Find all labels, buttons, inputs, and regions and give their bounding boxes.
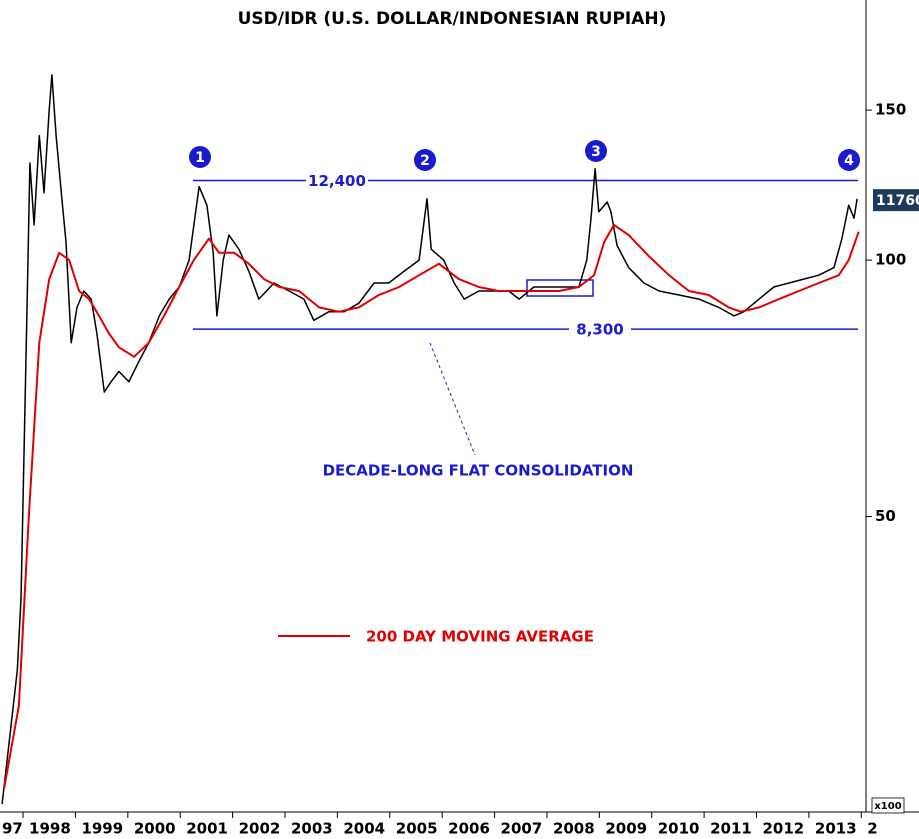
level-label-bg <box>569 320 631 339</box>
series-line <box>3 223 860 789</box>
marker-circle <box>414 149 436 171</box>
level-label: 12,400 <box>308 172 366 190</box>
x-tick-label: 2005 <box>396 820 438 838</box>
marker-circle <box>189 146 211 168</box>
x-tick-label: 2001 <box>186 820 228 838</box>
x-tick-label: 2 <box>867 820 877 838</box>
last-value-box <box>873 189 919 212</box>
annotation: DECADE-LONG FLAT CONSOLIDATION <box>323 462 634 480</box>
marker-label: 1 <box>195 150 205 166</box>
marker-circle <box>838 149 860 171</box>
y-tick-label: 50 <box>875 507 896 525</box>
unit-note: x100 <box>874 801 901 812</box>
marker-label: 2 <box>420 153 430 169</box>
chart-title: USD/IDR (U.S. DOLLAR/INDONESIAN RUPIAH) <box>238 9 667 29</box>
series-line <box>1 74 858 804</box>
marker-label: 3 <box>591 144 601 160</box>
x-tick-label: 1998 <box>29 820 71 838</box>
x-tick-label: 2003 <box>291 820 333 838</box>
x-tick-label: 2002 <box>239 820 281 838</box>
x-tick-label: 2004 <box>343 820 385 838</box>
marker-circle <box>585 140 607 162</box>
unit-box <box>871 797 905 814</box>
x-tick-label: 2012 <box>763 820 805 838</box>
level-label: 8,300 <box>576 321 623 339</box>
pointer-line <box>429 342 476 456</box>
x-tick-label: 2006 <box>448 820 490 838</box>
range-box <box>526 279 594 297</box>
x-tick-label: 2010 <box>658 820 700 838</box>
y-tick-label: 150 <box>875 101 906 119</box>
plot-area <box>1 74 860 804</box>
level-label-bg <box>306 171 368 190</box>
markers: 1 2 3 4 <box>189 140 860 171</box>
x-tick-label: 97 <box>2 820 23 838</box>
x-tick-label: 2009 <box>605 820 647 838</box>
y-tick-label: 100 <box>875 251 906 269</box>
x-tick-label: 2007 <box>501 820 543 838</box>
marker-label: 4 <box>844 153 854 169</box>
last-value-label: 11760 <box>876 193 919 209</box>
legend-label: 200 DAY MOVING AVERAGE <box>366 628 594 646</box>
x-tick-label: 2000 <box>134 820 176 838</box>
x-tick-label: 2013 <box>815 820 857 838</box>
x-tick-label: 2011 <box>710 820 752 838</box>
x-tick-label: 2008 <box>553 820 595 838</box>
x-tick-label: 1999 <box>81 820 123 838</box>
